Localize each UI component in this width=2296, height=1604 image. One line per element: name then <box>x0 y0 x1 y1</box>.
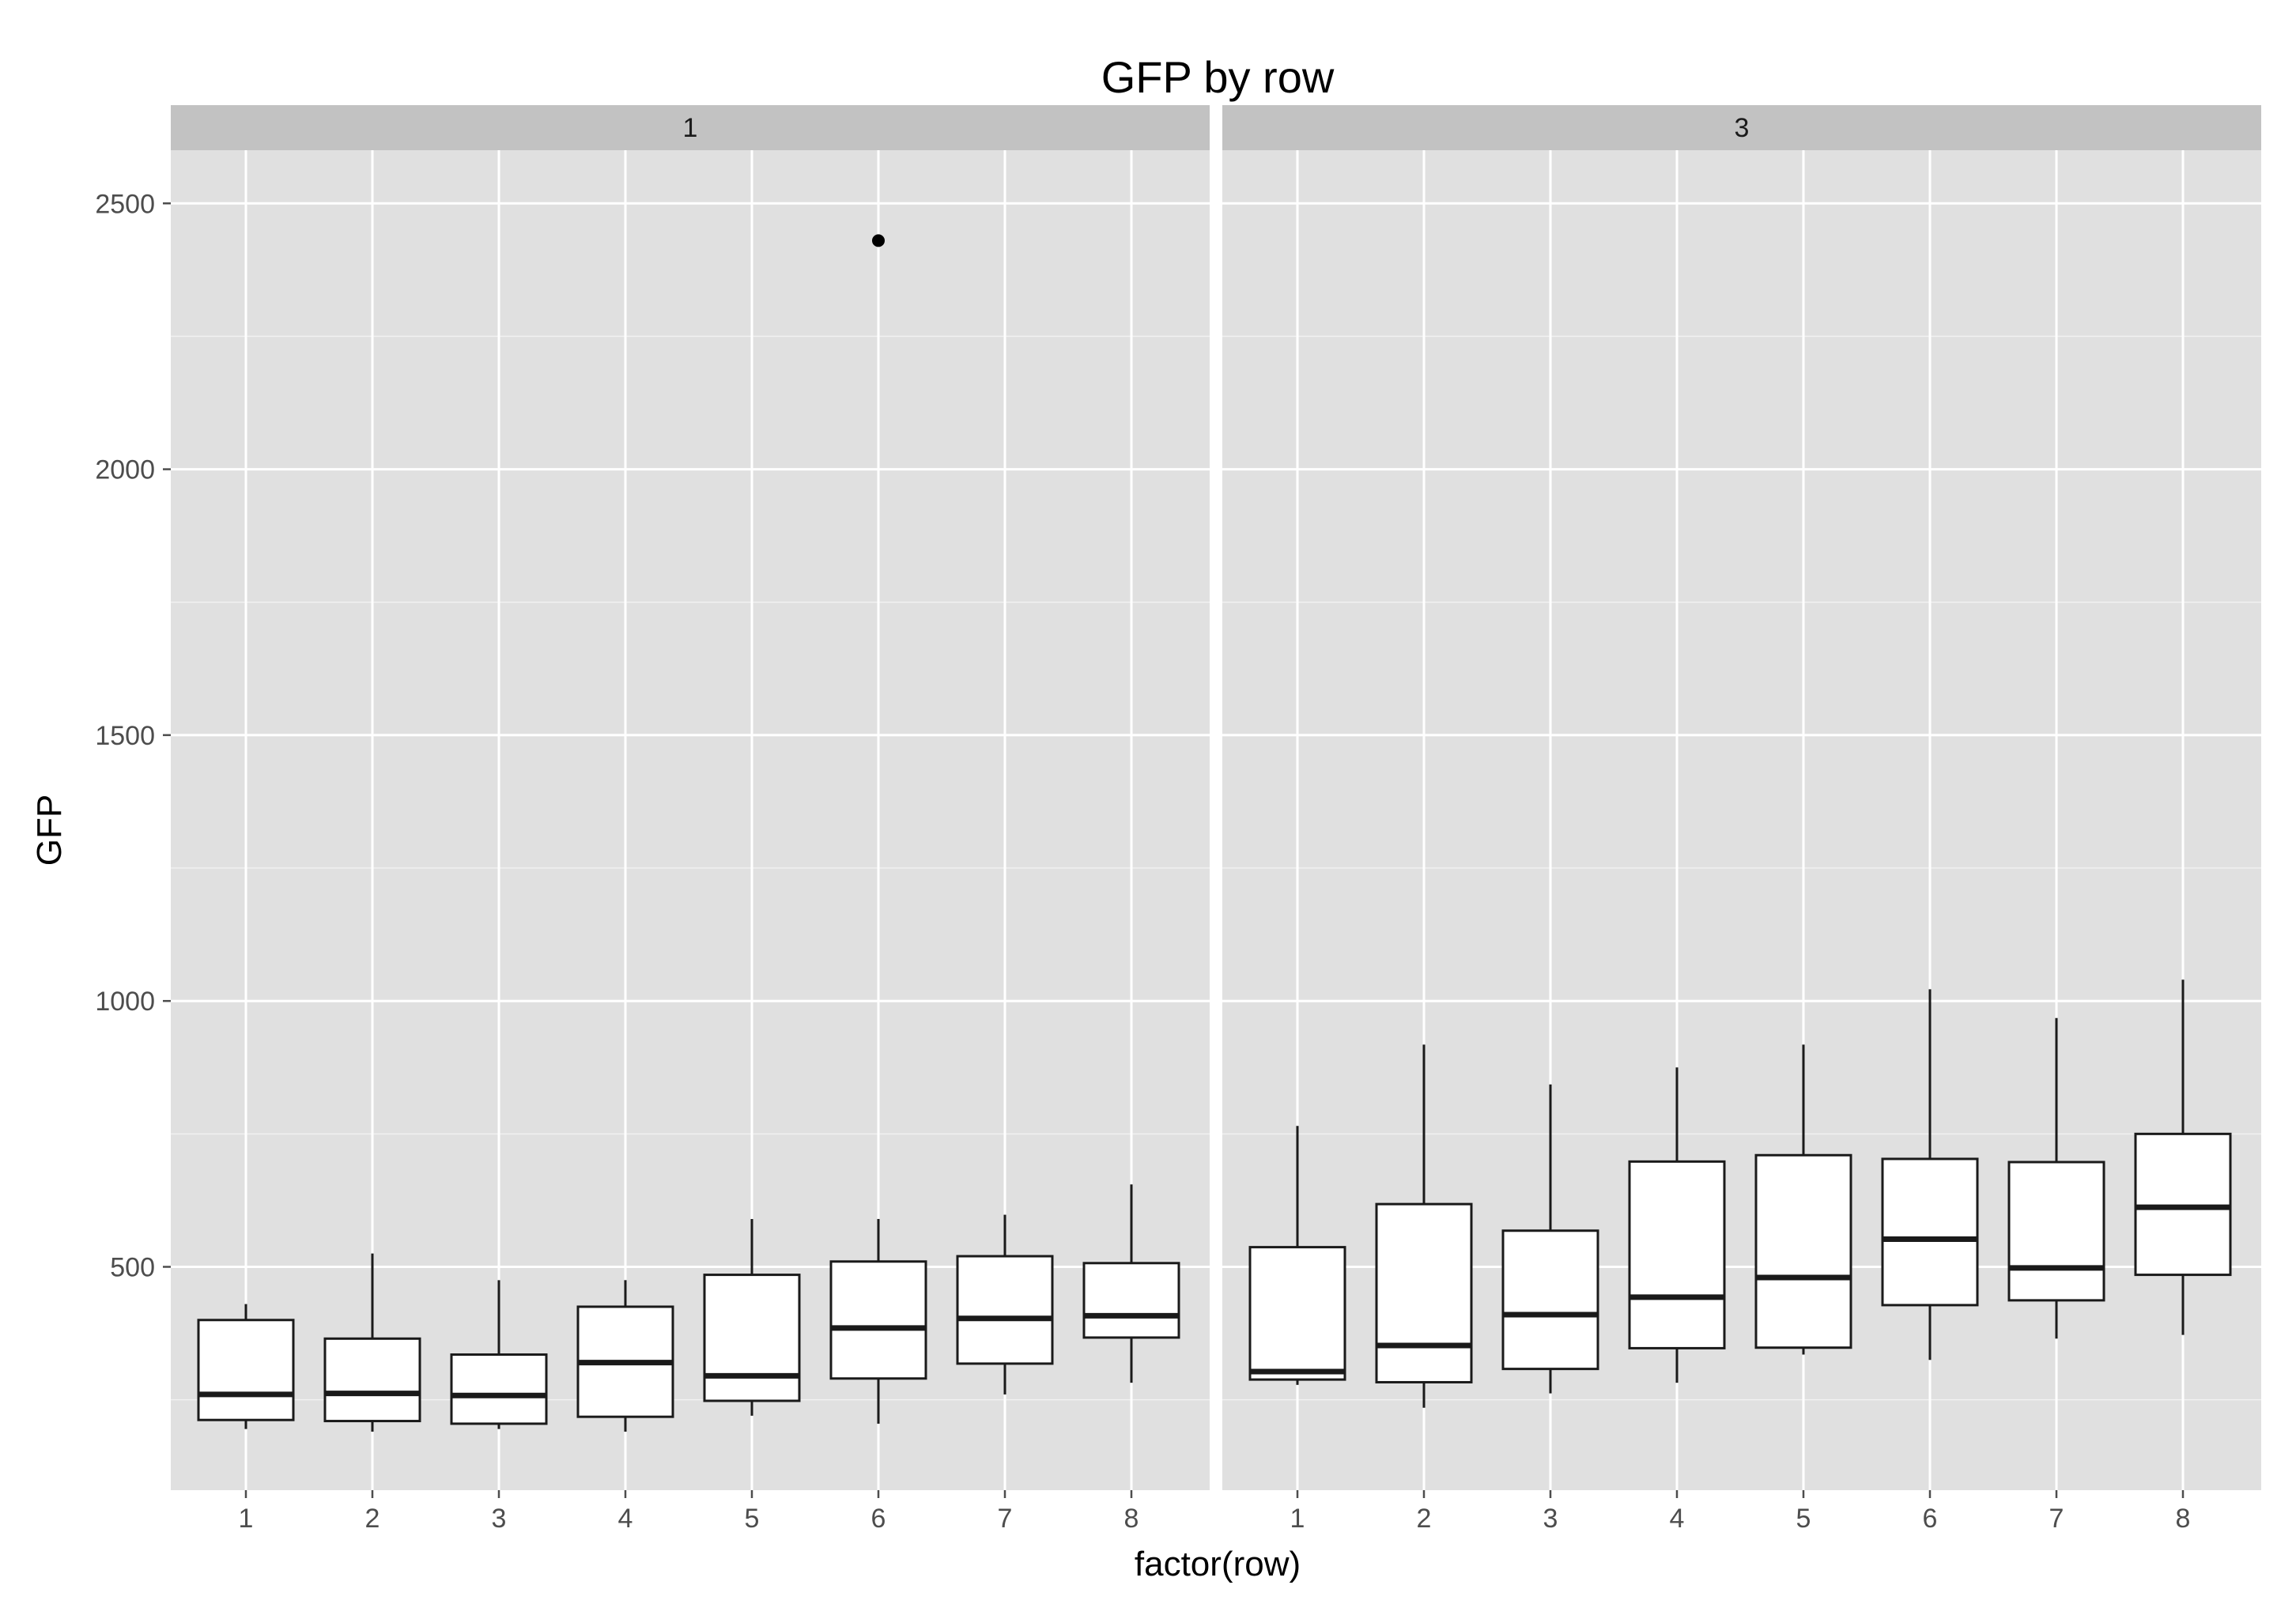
y-tick-label: 500 <box>110 1253 155 1283</box>
x-tick-label: 8 <box>1124 1504 1139 1534</box>
box-3-7 <box>2007 1017 2105 1339</box>
box-iqr <box>1754 1153 1852 1349</box>
x-tick-label: 2 <box>1417 1504 1432 1534</box>
box-iqr <box>1375 1202 1473 1383</box>
x-tick-label: 5 <box>745 1504 760 1534</box>
facet-panel-1: 1 1 2 3 4 5 6 7 8 <box>171 105 1210 1534</box>
box-iqr <box>1881 1157 1979 1307</box>
panel-background <box>171 150 1210 1490</box>
box-3-4 <box>1628 1067 1726 1383</box>
facet-panel-3: 3 1 2 3 4 5 6 7 8 <box>1222 105 2261 1534</box>
box-3-3 <box>1501 1084 1599 1394</box>
y-tick-label: 1500 <box>95 721 155 751</box>
box-3-1 <box>1248 1126 1346 1385</box>
x-tick-label: 8 <box>2176 1504 2191 1534</box>
facet-panels: 1 1 2 3 4 5 6 7 8 3 1 2 3 4 5 6 7 8 <box>171 105 2261 1534</box>
box-1-2 <box>323 1253 421 1432</box>
box-iqr <box>1082 1262 1180 1339</box>
box-iqr <box>197 1319 295 1421</box>
x-tick-label: 7 <box>2049 1504 2064 1534</box>
box-1-3 <box>450 1280 548 1429</box>
x-tick-label: 1 <box>1290 1504 1305 1534</box>
box-3-5 <box>1754 1044 1852 1355</box>
box-iqr <box>1501 1229 1599 1371</box>
x-tick-label: 3 <box>492 1504 507 1534</box>
box-iqr <box>450 1353 548 1425</box>
x-tick-label: 2 <box>365 1504 380 1534</box>
x-tick-label: 7 <box>998 1504 1013 1534</box>
box-1-6 <box>829 234 927 1424</box>
box-iqr <box>1628 1160 1726 1349</box>
y-axis: 500 1000 1500 2000 2500 <box>95 189 171 1283</box>
box-iqr <box>703 1274 801 1402</box>
box-iqr <box>2134 1132 2232 1277</box>
facet-strip <box>171 105 1210 150</box>
box-iqr <box>2007 1161 2105 1302</box>
y-tick-label: 1000 <box>95 987 155 1017</box>
x-tick-label: 4 <box>1670 1504 1685 1534</box>
box-1-4 <box>576 1280 674 1432</box>
box-1-5 <box>703 1218 801 1416</box>
box-1-8 <box>1082 1184 1180 1383</box>
x-tick-label: 4 <box>618 1504 633 1534</box>
x-tick-label: 6 <box>1923 1504 1938 1534</box>
box-iqr <box>829 1260 927 1380</box>
box-3-2 <box>1375 1044 1473 1408</box>
chart-title: GFP by row <box>1101 52 1335 102</box>
x-tick-label: 1 <box>239 1504 254 1534</box>
outlier-point <box>872 234 885 247</box>
box-1-1 <box>197 1304 295 1429</box>
y-axis-title: GFP <box>30 794 69 866</box>
facet-strip <box>1222 105 2261 150</box>
y-tick-label: 2000 <box>95 455 155 485</box>
x-tick-label: 6 <box>871 1504 886 1534</box>
facet-strip-label: 3 <box>1735 113 1750 143</box>
box-iqr <box>956 1255 1054 1365</box>
box-1-7 <box>956 1214 1054 1395</box>
box-iqr <box>323 1337 421 1423</box>
facet-strip-label: 1 <box>683 113 698 143</box>
box-3-6 <box>1881 989 1979 1361</box>
x-tick-label: 3 <box>1543 1504 1558 1534</box>
x-tick-label: 5 <box>1796 1504 1811 1534</box>
y-tick-label: 2500 <box>95 189 155 219</box>
x-axis-title: factor(row) <box>1135 1545 1301 1583</box>
box-3-8 <box>2134 979 2232 1335</box>
box-iqr <box>1248 1246 1346 1381</box>
